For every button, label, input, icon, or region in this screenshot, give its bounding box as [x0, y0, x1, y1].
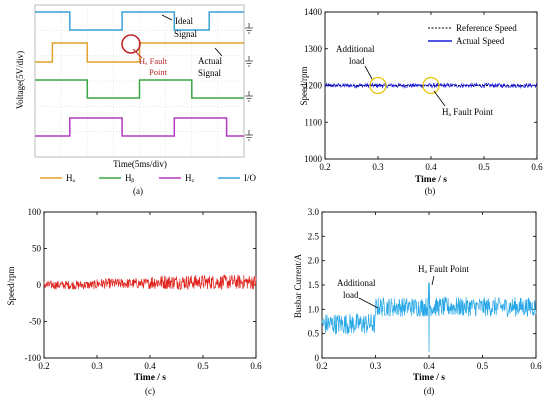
- y-tick-label: -50: [29, 317, 41, 327]
- x-tick-label: 0.5: [197, 361, 209, 371]
- io-trace: [35, 11, 244, 31]
- fault-point-d-label: Hₐ Fault Point: [418, 264, 469, 274]
- actual-signal-label-line1: Actual: [198, 56, 222, 66]
- panel-a-ylabel: Voltage(5V/div): [15, 51, 25, 109]
- legend-actual-label: Actual Speed: [456, 36, 505, 46]
- legend-hb-label: Hᵦ: [125, 173, 134, 183]
- panel-b-ylabel: Speed/rpm: [299, 67, 309, 106]
- additional-load-circle: [369, 76, 387, 95]
- ground-marker: [245, 91, 253, 102]
- ideal-signal-label-line2: Signal: [174, 29, 198, 39]
- fault-point-b-label: Hₐ Fault Point: [442, 107, 493, 117]
- legend-io-label: I/O: [244, 173, 256, 183]
- panel-b-ticks: 0.2 0.3 0.4 0.5 0.6 1000 1100 1200 1300 1400: [304, 7, 543, 172]
- y-tick-label: 1200: [304, 81, 323, 91]
- panel-b-legend: Reference Speed Actual Speed: [428, 23, 517, 46]
- actual-signal-leader: [214, 47, 223, 57]
- panel-d: 0.2 0.3 0.4 0.5 0.6 0 0.5 1.0 1.5 2.0 2.5 3.0 Addit…: [293, 207, 542, 396]
- fault-point-leader: [132, 48, 143, 59]
- panel-c-xlabel: Time / s: [134, 373, 166, 383]
- x-tick-label: 0.2: [38, 361, 49, 371]
- panel-a-ground-markers: [245, 23, 253, 141]
- ideal-signal-leader: [161, 14, 173, 21]
- x-tick-label: 0.3: [370, 361, 382, 371]
- y-tick-label: 0: [315, 353, 320, 363]
- y-tick-label: 1000: [304, 154, 323, 164]
- x-tick-label: 0.5: [478, 162, 490, 172]
- panel-a-caption: (a): [133, 186, 143, 196]
- panel-a-legend: Hₐ Hᵦ H꜀ I/O: [40, 173, 256, 183]
- panel-d-ylabel: Busbar Current/A: [293, 253, 303, 318]
- y-tick-label: 1.0: [308, 304, 320, 314]
- x-tick-label: 0.6: [530, 361, 542, 371]
- ideal-signal-label-line1: Ideal: [175, 16, 193, 26]
- y-tick-label: 1400: [304, 7, 323, 17]
- additional-load-label-line1: Additional: [336, 44, 375, 54]
- panel-d-ticks: 0.2 0.3 0.4 0.5 0.6 0 0.5 1.0 1.5 2.0 2.5 3.0: [308, 207, 542, 371]
- panel-b: 0.2 0.3 0.4 0.5 0.6 1000 1100 1200 1300 1400 Refe…: [299, 7, 543, 196]
- ground-marker: [245, 56, 253, 67]
- x-tick-label: 0.4: [423, 361, 435, 371]
- additional-load-d-leader: [358, 297, 379, 309]
- panel-a-traces: [35, 11, 244, 137]
- panel-d-caption: (d): [424, 386, 435, 396]
- additional-load-leader: [364, 65, 373, 80]
- legend-reference-label: Reference Speed: [456, 23, 517, 33]
- panel-c-ylabel: Speed/rpm: [6, 267, 16, 306]
- y-tick-label: 2.5: [308, 231, 320, 241]
- x-tick-label: 0.4: [425, 162, 437, 172]
- x-tick-label: 0.6: [250, 361, 262, 371]
- y-tick-label: 1.5: [308, 280, 320, 290]
- additional-load-d-label-line1: Additional: [337, 278, 376, 288]
- fault-point-circle: [121, 34, 141, 54]
- legend-ha-label: Hₐ: [66, 173, 75, 183]
- panel-b-caption: (b): [425, 186, 436, 196]
- x-tick-label: 0.5: [477, 361, 489, 371]
- fault-point-b-leader: [433, 90, 446, 107]
- fault-point-label-line1: Hₐ Fault: [139, 56, 168, 66]
- panel-a: Hₐ Fault Point Ideal Signal Actual Signa…: [15, 4, 256, 196]
- panel-d-xlabel: Time / s: [413, 373, 445, 383]
- actual-speed-series: [324, 82, 538, 90]
- x-tick-label: 0.6: [531, 162, 543, 172]
- ground-marker: [245, 130, 253, 141]
- panel-c: 0.2 0.3 0.4 0.5 0.6 -100 -50 0 50 100 Speed/rpm T…: [6, 207, 262, 396]
- panel-b-xlabel: Time / s: [415, 175, 447, 185]
- x-tick-label: 0.4: [144, 361, 156, 371]
- speed-error-series: [43, 274, 257, 291]
- y-tick-label: 0.5: [308, 329, 320, 339]
- fault-point-circle-b: [422, 76, 440, 95]
- additional-load-d-label-line2: load: [343, 290, 359, 300]
- x-tick-label: 0.3: [91, 361, 103, 371]
- x-tick-label: 0.3: [372, 162, 384, 172]
- y-tick-label: 1100: [304, 117, 322, 127]
- x-tick-label: 0.2: [316, 361, 327, 371]
- y-tick-label: 2.0: [308, 256, 320, 266]
- y-tick-label: 0: [37, 280, 42, 290]
- y-tick-label: 100: [28, 207, 42, 217]
- fault-point-label-line2: Point: [149, 67, 168, 77]
- busbar-current-series: [321, 282, 537, 353]
- actual-signal-label-line2: Signal: [198, 68, 222, 78]
- ground-marker: [245, 23, 253, 34]
- panel-c-ticks: 0.2 0.3 0.4 0.5 0.6 -100 -50 0 50 100: [25, 207, 263, 371]
- hb-trace: [35, 79, 244, 99]
- y-tick-label: -100: [25, 353, 42, 363]
- additional-load-label-line2: load: [349, 56, 365, 66]
- x-tick-label: 0.2: [319, 162, 330, 172]
- y-tick-label: 1300: [304, 44, 323, 54]
- y-tick-label: 50: [32, 244, 42, 254]
- panel-c-caption: (c): [145, 386, 155, 396]
- hc-trace: [35, 117, 244, 137]
- ha-trace: [35, 42, 244, 63]
- fault-point-d-leader: [431, 275, 435, 286]
- y-tick-label: 3.0: [308, 207, 320, 217]
- legend-hc-label: H꜀: [185, 173, 195, 183]
- panel-a-xlabel: Time(5ms/div): [113, 159, 167, 169]
